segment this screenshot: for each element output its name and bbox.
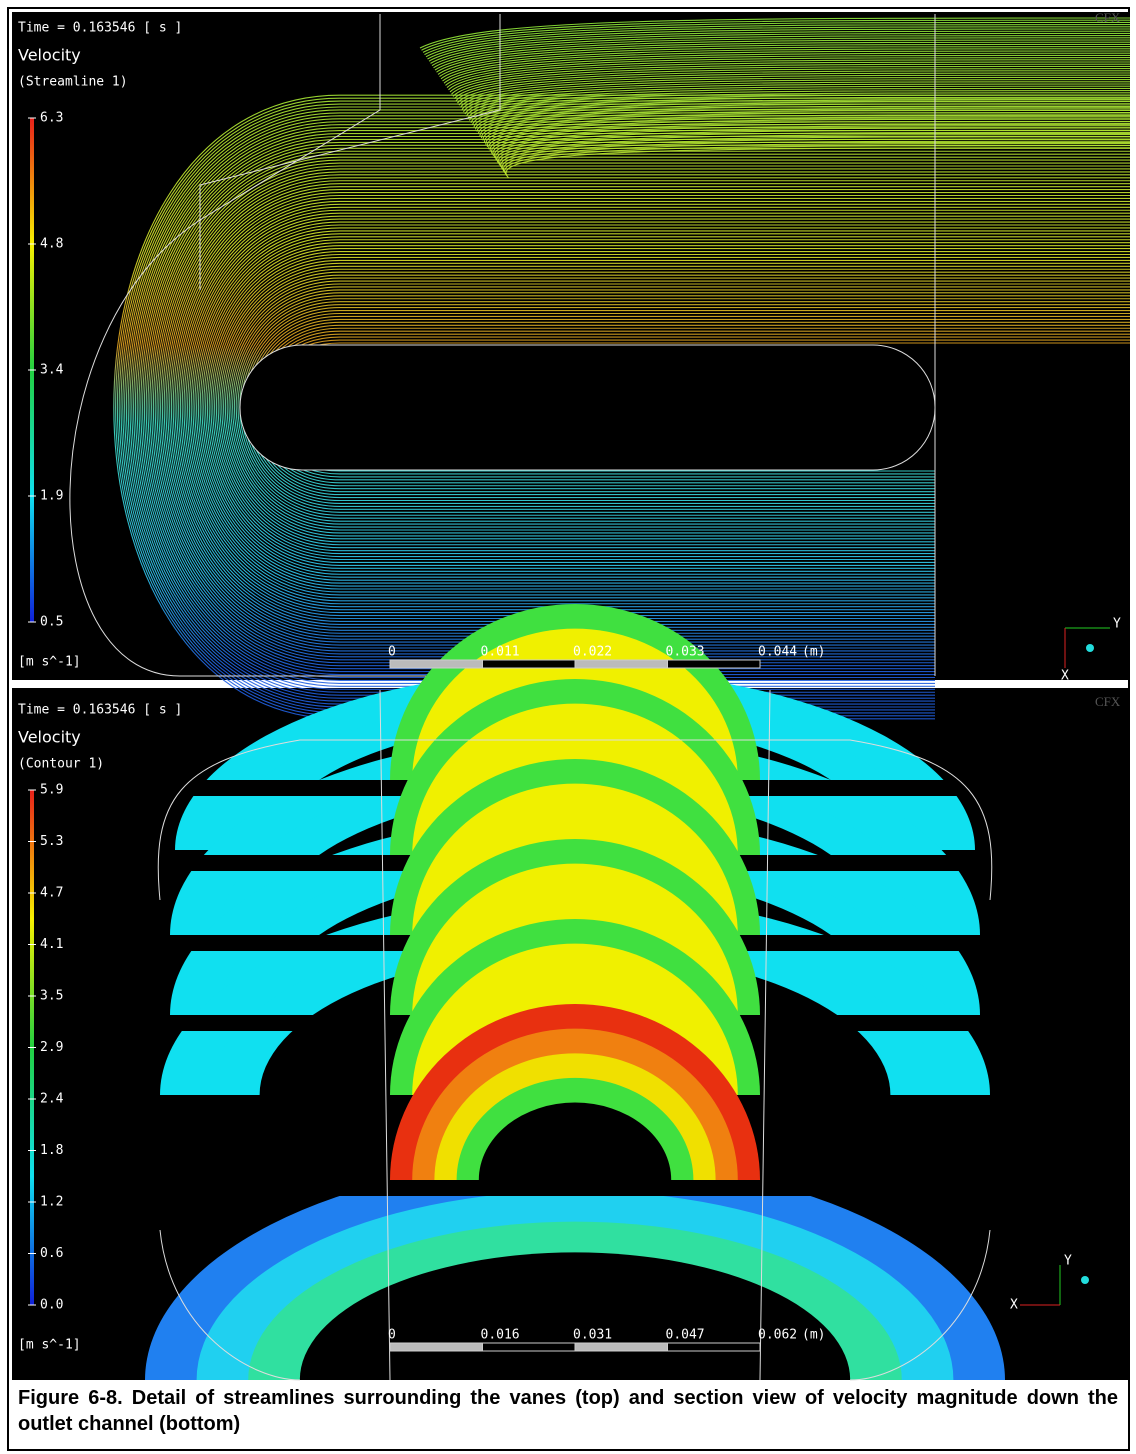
scale-segment bbox=[483, 1343, 576, 1351]
slice-gap bbox=[160, 1180, 990, 1196]
scale-tick-label: 0.022 bbox=[573, 645, 612, 660]
colorbar-label: 1.9 bbox=[40, 489, 63, 504]
obstacle bbox=[240, 345, 935, 470]
variable: Velocity bbox=[18, 728, 81, 747]
axis-dot bbox=[1086, 644, 1094, 652]
colorbar-label: 4.7 bbox=[40, 886, 63, 901]
logo: CFX bbox=[1095, 694, 1121, 709]
scale-segment bbox=[575, 1343, 668, 1351]
colorbar-label: 5.3 bbox=[40, 834, 63, 849]
object: (Contour 1) bbox=[18, 757, 104, 772]
scale-tick-label: 0.011 bbox=[481, 645, 520, 660]
variable: Velocity bbox=[18, 46, 81, 65]
logo: CFX bbox=[1095, 10, 1121, 25]
scale-tick-label: 0 bbox=[388, 645, 396, 660]
axis-label: X bbox=[1010, 1298, 1018, 1313]
colorbar-label: 3.5 bbox=[40, 989, 63, 1004]
scale-segment bbox=[483, 660, 576, 668]
object: (Streamline 1) bbox=[18, 75, 128, 90]
colorbar-label: 2.9 bbox=[40, 1040, 63, 1055]
scale-segment bbox=[390, 1343, 483, 1351]
scale-unit: (m) bbox=[802, 645, 825, 660]
colorbar-label: 3.4 bbox=[40, 363, 64, 378]
scale-tick-label: 0.044 bbox=[758, 645, 797, 660]
colorbar-label: 0.0 bbox=[40, 1298, 63, 1313]
colorbar-label: 1.8 bbox=[40, 1143, 63, 1158]
axis-dot bbox=[1081, 1276, 1089, 1284]
time-label: Time = 0.163546 [ s ] bbox=[18, 703, 182, 718]
colorbar-label: 0.6 bbox=[40, 1246, 63, 1261]
colorbar-label: 1.2 bbox=[40, 1195, 63, 1210]
colorbar-label: 5.9 bbox=[40, 783, 63, 798]
colorbar-label: 0.5 bbox=[40, 615, 63, 630]
units: [m s^-1] bbox=[18, 655, 81, 670]
scale-segment bbox=[390, 660, 483, 668]
figure: Time = 0.163546 [ s ] Velocity (Streamli… bbox=[0, 0, 1136, 1454]
colorbar-label: 4.1 bbox=[40, 937, 63, 952]
scale-tick-label: 0.047 bbox=[666, 1328, 705, 1343]
colorbar-label: 4.8 bbox=[40, 237, 63, 252]
colorbar-label: 2.4 bbox=[40, 1092, 64, 1107]
time-label: Time = 0.163546 [ s ] bbox=[18, 21, 182, 36]
scale-segment bbox=[575, 660, 668, 668]
scale-segment bbox=[668, 660, 761, 668]
scale-unit: (m) bbox=[802, 1328, 825, 1343]
axis-label: X bbox=[1061, 669, 1069, 684]
colorbar-label: 6.3 bbox=[40, 111, 63, 126]
scale-segment bbox=[668, 1343, 761, 1351]
axis-label: Y bbox=[1064, 1254, 1072, 1269]
page: Time = 0.163546 [ s ] Velocity (Streamli… bbox=[0, 0, 1136, 1454]
caption: Figure 6-8. Detail of streamlines surrou… bbox=[18, 1385, 1118, 1437]
scale-tick-label: 0.016 bbox=[481, 1328, 520, 1343]
scale-tick-label: 0.062 bbox=[758, 1328, 797, 1343]
scale-tick-label: 0 bbox=[388, 1328, 396, 1343]
scale-tick-label: 0.031 bbox=[573, 1328, 612, 1343]
units: [m s^-1] bbox=[18, 1338, 81, 1353]
axis-label: Y bbox=[1113, 617, 1121, 632]
scale-tick-label: 0.033 bbox=[666, 645, 705, 660]
